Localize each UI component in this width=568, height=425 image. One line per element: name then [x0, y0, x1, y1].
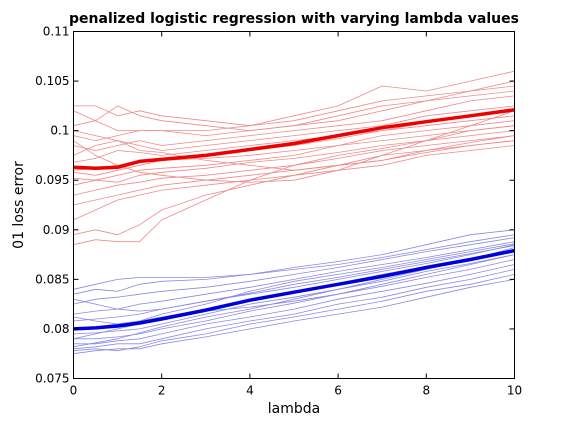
y-tick-label: 0.105 — [35, 74, 69, 88]
x-tick-label: 8 — [422, 384, 430, 398]
blue-run-line — [73, 245, 515, 322]
x-axis: 0 2 4 6 8 10 — [70, 31, 522, 398]
y-tick-label: 0.085 — [35, 272, 69, 286]
red-run-line — [73, 125, 515, 181]
blue-run-line — [73, 259, 515, 340]
red-run-line — [73, 95, 515, 151]
y-tick-label: 0.11 — [43, 25, 70, 39]
red-run-line — [73, 70, 515, 131]
blue-run-line — [73, 279, 515, 355]
y-tick-label: 0.1 — [50, 124, 69, 138]
x-tick-label: 10 — [507, 384, 522, 398]
red-run-line — [73, 115, 515, 163]
red-mean-line — [73, 108, 515, 171]
x-tick-label: 2 — [158, 384, 166, 398]
blue-run-line — [73, 244, 515, 312]
y-axis-label: 01 loss error — [11, 161, 27, 249]
blue-run-line — [73, 247, 515, 348]
blue-run-line — [73, 254, 515, 340]
blue-mean-line — [73, 248, 515, 331]
mean-lines — [73, 108, 515, 331]
x-tick-label: 0 — [70, 384, 78, 398]
red-run-line — [73, 130, 515, 171]
x-tick-label: 4 — [246, 384, 254, 398]
red-run-line — [73, 110, 515, 183]
blue-run-line — [73, 234, 515, 295]
red-run-line — [73, 80, 515, 141]
blue-run-line — [73, 237, 515, 305]
y-axis: 0.075 0.08 0.085 0.09 0.095 0.1 0.105 0.11 — [35, 25, 515, 386]
axes-box — [73, 31, 515, 379]
red-run-line — [73, 120, 515, 176]
blue-run-line — [73, 254, 515, 335]
chart-title: penalized logistic regression with varyi… — [69, 11, 519, 27]
x-tick-label: 6 — [334, 384, 342, 398]
blue-run-line — [73, 243, 515, 325]
y-tick-label: 0.095 — [35, 173, 69, 187]
y-tick-label: 0.075 — [35, 372, 69, 386]
individual-runs — [73, 70, 515, 355]
red-run-line — [73, 135, 515, 196]
blue-run-line — [73, 274, 515, 352]
y-tick-label: 0.08 — [43, 322, 70, 336]
red-run-line — [73, 140, 515, 206]
blue-run-line — [73, 269, 515, 350]
y-tick-label: 0.09 — [43, 223, 70, 237]
plot-area — [73, 31, 515, 379]
x-axis-label: lambda — [268, 401, 320, 417]
blue-run-line — [73, 264, 515, 345]
